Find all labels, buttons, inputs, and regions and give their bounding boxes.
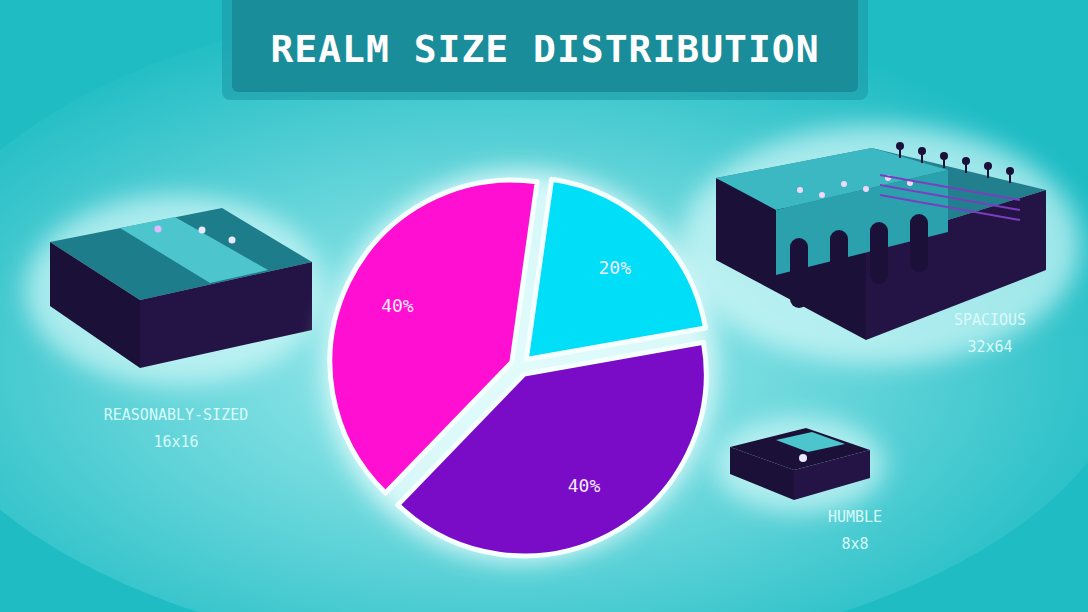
- figure: [819, 192, 825, 198]
- palm-top: [984, 162, 992, 170]
- slice-label: 40%: [381, 295, 414, 316]
- slice-label: 20%: [598, 257, 631, 278]
- drip: [870, 222, 888, 284]
- left-block-water: [120, 217, 268, 283]
- figure: [199, 227, 206, 234]
- left-block-side: [50, 242, 140, 368]
- pie-slice: [526, 179, 705, 359]
- chart-root: REALM SIZE DISTRIBUTION REASONABLY-SIZED 1…: [0, 0, 1088, 612]
- figure: [229, 237, 236, 244]
- block-glow: [25, 195, 325, 385]
- humble-water: [776, 432, 845, 452]
- pie-labels: 40% 20% 40%: [381, 257, 631, 497]
- stripe: [880, 185, 1020, 210]
- palm-top: [962, 157, 970, 165]
- category-label: REASONABLY-SIZED: [104, 406, 249, 424]
- category-label: HUMBLE: [828, 508, 882, 526]
- size-label: 32x64: [967, 338, 1012, 356]
- palm-top: [1006, 167, 1014, 175]
- figure: [863, 186, 869, 192]
- title: REALM SIZE DISTRIBUTION: [270, 27, 819, 71]
- pie-glow: [324, 170, 716, 562]
- size-label: 8x8: [841, 535, 868, 553]
- category-label: SPACIOUS: [954, 311, 1026, 329]
- figure: [799, 454, 807, 462]
- drip: [790, 238, 808, 308]
- figure: [155, 226, 162, 233]
- pie: [330, 179, 706, 556]
- drip: [910, 214, 928, 272]
- humble-block-side: [730, 447, 794, 500]
- drip: [830, 230, 848, 296]
- stripe: [880, 195, 1020, 220]
- figure: [841, 181, 847, 187]
- stripe: [880, 175, 1020, 200]
- block-glow: [715, 417, 885, 513]
- palm-top: [896, 142, 904, 150]
- palm-top: [918, 147, 926, 155]
- size-label: 16x16: [153, 433, 198, 451]
- pie-slice: [398, 342, 706, 556]
- title-banner: [232, 0, 858, 92]
- slice-label: 40%: [568, 475, 601, 496]
- palm-top: [940, 152, 948, 160]
- humble-block-side: [794, 450, 870, 500]
- figure: [797, 187, 803, 193]
- title-banner-shadow: [222, 0, 868, 100]
- block-glow: [680, 125, 1080, 365]
